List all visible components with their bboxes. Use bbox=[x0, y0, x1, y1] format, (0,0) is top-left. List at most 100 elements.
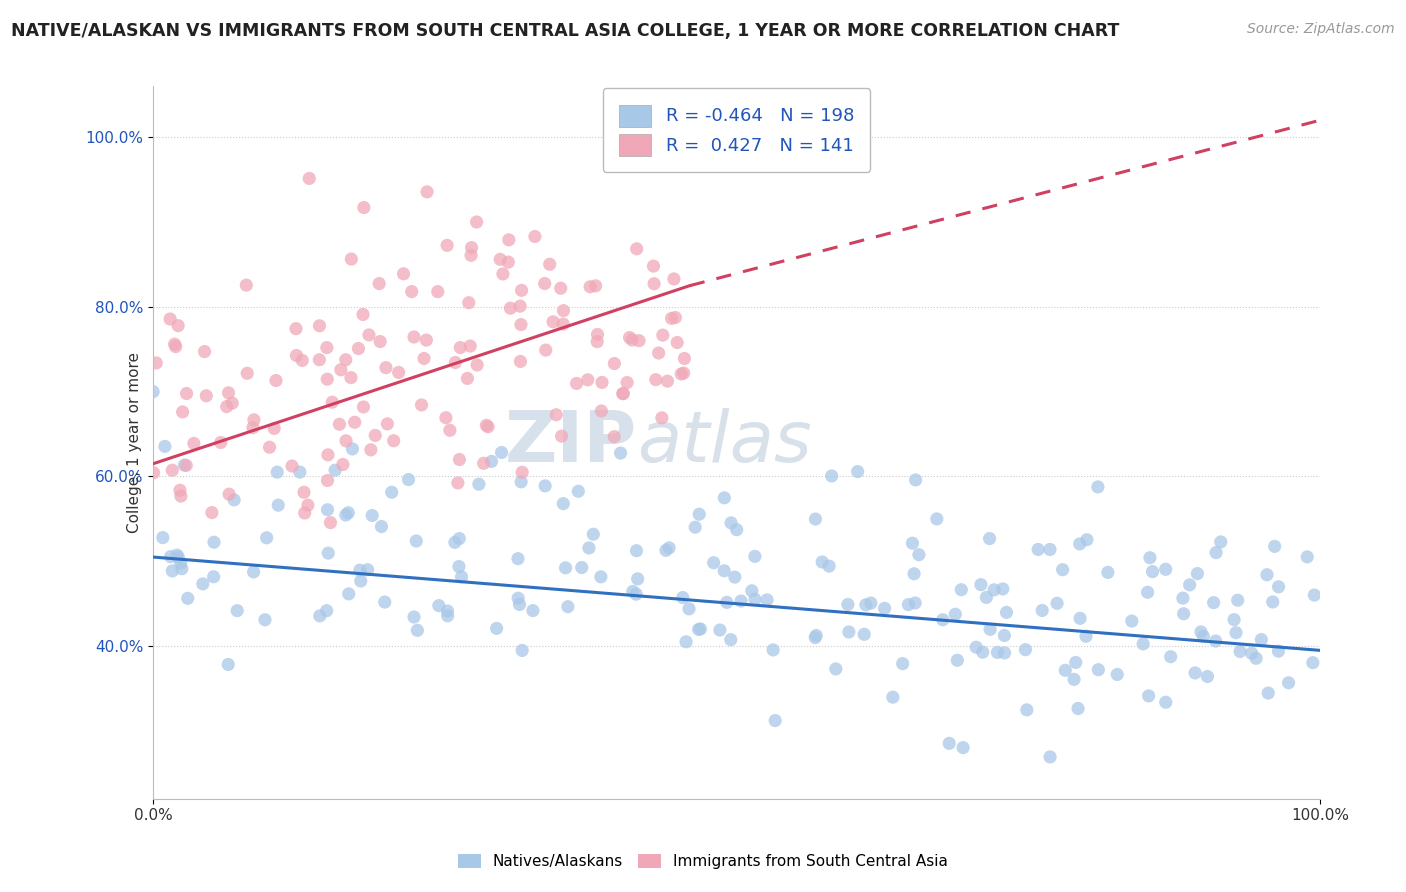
Point bbox=[167, 318, 190, 333]
Point bbox=[426, 285, 449, 299]
Point bbox=[621, 333, 644, 347]
Point bbox=[335, 352, 357, 367]
Point bbox=[626, 543, 648, 558]
Point bbox=[1277, 675, 1299, 690]
Point bbox=[364, 428, 387, 442]
Point bbox=[713, 491, 735, 505]
Point bbox=[323, 463, 346, 477]
Point bbox=[624, 587, 647, 601]
Point bbox=[965, 640, 987, 655]
Point bbox=[169, 483, 191, 498]
Point bbox=[337, 506, 360, 520]
Point bbox=[673, 351, 696, 366]
Point bbox=[1257, 686, 1279, 700]
Point bbox=[713, 564, 735, 578]
Point bbox=[1197, 669, 1219, 683]
Point bbox=[281, 458, 304, 473]
Point bbox=[550, 281, 572, 295]
Point bbox=[1223, 613, 1246, 627]
Point bbox=[824, 662, 846, 676]
Point bbox=[672, 366, 695, 380]
Point bbox=[644, 373, 666, 387]
Point bbox=[316, 448, 339, 462]
Point bbox=[347, 342, 370, 356]
Point bbox=[509, 354, 531, 368]
Point bbox=[904, 596, 927, 610]
Point bbox=[1121, 614, 1143, 628]
Point bbox=[291, 353, 314, 368]
Point bbox=[357, 327, 380, 342]
Point bbox=[510, 465, 533, 479]
Point bbox=[585, 278, 607, 293]
Point bbox=[1209, 535, 1232, 549]
Point bbox=[439, 423, 461, 437]
Point bbox=[1142, 565, 1164, 579]
Point bbox=[506, 551, 529, 566]
Point bbox=[1154, 562, 1177, 576]
Point bbox=[218, 487, 240, 501]
Point bbox=[901, 536, 924, 550]
Point bbox=[159, 549, 181, 564]
Point bbox=[456, 371, 478, 385]
Point bbox=[492, 267, 515, 281]
Point bbox=[308, 318, 330, 333]
Point bbox=[1178, 578, 1201, 592]
Point bbox=[450, 570, 472, 584]
Point bbox=[821, 469, 844, 483]
Point bbox=[510, 284, 533, 298]
Point bbox=[586, 327, 609, 342]
Point bbox=[332, 458, 354, 472]
Point bbox=[447, 475, 470, 490]
Point bbox=[1087, 480, 1109, 494]
Point bbox=[853, 627, 876, 641]
Point bbox=[352, 308, 374, 322]
Point bbox=[350, 574, 373, 588]
Point bbox=[170, 562, 193, 576]
Point bbox=[201, 506, 224, 520]
Point bbox=[449, 341, 471, 355]
Point bbox=[177, 591, 200, 606]
Point bbox=[499, 301, 522, 316]
Point bbox=[218, 385, 240, 400]
Point bbox=[1039, 750, 1062, 764]
Point bbox=[1184, 665, 1206, 680]
Point bbox=[153, 439, 176, 453]
Point bbox=[449, 452, 471, 467]
Point bbox=[689, 622, 711, 636]
Point bbox=[1267, 580, 1289, 594]
Point bbox=[603, 357, 626, 371]
Point bbox=[316, 546, 339, 560]
Point bbox=[553, 497, 575, 511]
Point bbox=[762, 643, 785, 657]
Point bbox=[353, 201, 375, 215]
Point bbox=[368, 277, 391, 291]
Point bbox=[392, 267, 415, 281]
Point bbox=[498, 255, 520, 269]
Point bbox=[1067, 701, 1090, 715]
Point bbox=[662, 272, 685, 286]
Point bbox=[329, 363, 352, 377]
Point bbox=[859, 596, 882, 610]
Point bbox=[1097, 566, 1119, 580]
Point bbox=[741, 583, 763, 598]
Point bbox=[1063, 673, 1085, 687]
Point bbox=[1076, 533, 1098, 547]
Point bbox=[811, 555, 834, 569]
Point bbox=[406, 624, 429, 638]
Point bbox=[202, 570, 225, 584]
Point bbox=[319, 516, 342, 530]
Point bbox=[1261, 595, 1284, 609]
Point bbox=[846, 465, 869, 479]
Point bbox=[416, 185, 439, 199]
Point bbox=[627, 572, 650, 586]
Point bbox=[356, 563, 378, 577]
Point bbox=[142, 384, 165, 399]
Point bbox=[744, 592, 766, 607]
Point bbox=[541, 315, 564, 329]
Point bbox=[589, 570, 612, 584]
Point bbox=[340, 370, 363, 384]
Point bbox=[603, 430, 626, 444]
Point bbox=[946, 653, 969, 667]
Point bbox=[444, 535, 467, 549]
Point bbox=[1189, 624, 1212, 639]
